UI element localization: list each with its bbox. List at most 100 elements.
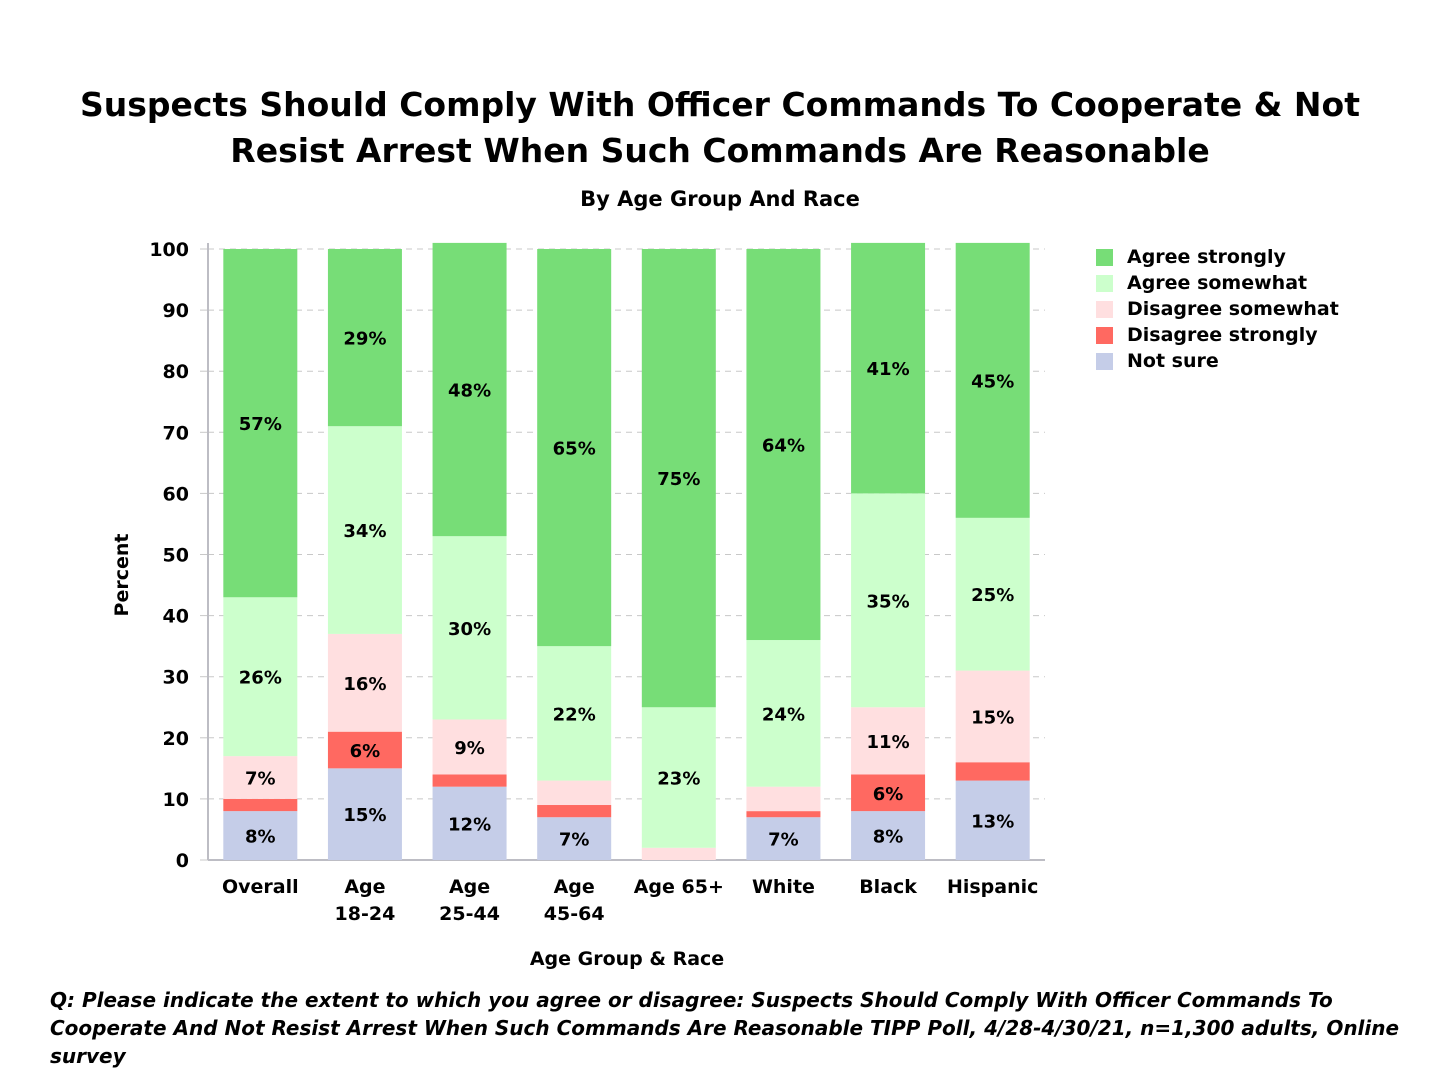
bar-segment — [432, 786, 507, 860]
y-tick-label: 50 — [163, 545, 189, 567]
data-label: 9% — [454, 738, 485, 759]
data-label: 22% — [553, 704, 596, 725]
x-tick-label: Age 65+ — [634, 876, 724, 898]
data-label: 16% — [343, 674, 386, 695]
footnote: Q: Please indicate the extent to which y… — [50, 986, 1440, 1070]
data-label: 6% — [873, 784, 904, 805]
bar-segment — [223, 597, 298, 757]
bar-segment — [851, 242, 926, 494]
data-label: 13% — [971, 811, 1014, 832]
bar-segment — [327, 426, 402, 634]
bar-segment — [746, 249, 821, 641]
y-tick-label: 20 — [163, 728, 189, 750]
data-label: 6% — [350, 741, 381, 762]
data-label: 24% — [762, 704, 805, 725]
bar-segment — [955, 762, 1030, 781]
bar-segment — [955, 242, 1030, 518]
chart-subtitle: By Age Group And Race — [580, 187, 860, 211]
y-tick-label: 80 — [163, 361, 189, 383]
y-tick-label: 90 — [163, 300, 189, 322]
bar-segment — [432, 774, 507, 787]
bar-segment — [537, 817, 612, 860]
y-tick-label: 60 — [163, 483, 189, 505]
x-tick-label: Age — [344, 876, 385, 898]
bar-segment — [746, 640, 821, 787]
data-label: 65% — [553, 439, 596, 460]
x-tick-label: 18-24 — [335, 903, 396, 925]
y-axis-label: Percent — [111, 534, 133, 617]
data-label: 30% — [448, 619, 491, 640]
data-label: 7% — [559, 830, 590, 851]
legend-label: Agree strongly — [1127, 246, 1286, 268]
legend-swatch — [1096, 274, 1113, 292]
data-label: 7% — [768, 830, 799, 851]
x-tick-label: 45-64 — [544, 903, 605, 925]
data-label: 15% — [343, 805, 386, 826]
data-label: 25% — [971, 585, 1014, 606]
bar-segment — [641, 707, 716, 848]
bar-segment — [223, 249, 298, 598]
bar-segment — [327, 768, 402, 860]
legend-item: Disagree strongly — [1096, 322, 1339, 348]
legend: Agree strongly Agree somewhat Disagree som… — [1096, 244, 1339, 374]
x-tick-label: White — [752, 876, 815, 898]
data-label: 41% — [867, 359, 910, 380]
legend-label: Disagree somewhat — [1127, 298, 1339, 320]
legend-item: Agree somewhat — [1096, 270, 1339, 296]
bar-segment — [327, 731, 402, 769]
bar-segment — [432, 536, 507, 720]
bar-segment — [955, 780, 1030, 860]
x-tick-label: Age — [449, 876, 490, 898]
data-label: 12% — [448, 814, 491, 835]
bar-segment — [432, 719, 507, 775]
y-tick-label: 40 — [163, 606, 189, 628]
chart-title: Suspects Should Comply With Officer Comm… — [0, 82, 1440, 174]
x-tick-label: Overall — [222, 876, 299, 898]
x-axis-label: Age Group & Race — [530, 948, 724, 970]
data-label: 29% — [343, 329, 386, 350]
legend-item: Not sure — [1096, 348, 1339, 374]
bar-segment — [432, 242, 507, 537]
bar-segment — [955, 670, 1030, 763]
legend-label: Not sure — [1127, 350, 1219, 372]
data-label: 34% — [343, 521, 386, 542]
bar-segment — [851, 493, 926, 708]
bar-segment — [851, 811, 926, 860]
legend-swatch — [1096, 248, 1113, 266]
bar-segment — [537, 805, 612, 818]
y-tick-label: 10 — [163, 789, 189, 811]
data-label: 23% — [657, 769, 700, 790]
bar-segment — [746, 817, 821, 860]
data-label: 45% — [971, 371, 1014, 392]
data-label: 11% — [867, 732, 910, 753]
legend-swatch — [1096, 300, 1113, 318]
data-label: 75% — [657, 469, 700, 490]
bar-segment — [223, 798, 298, 812]
y-tick-label: 30 — [163, 667, 189, 689]
data-label: 57% — [239, 414, 282, 435]
y-tick-label: 100 — [149, 239, 189, 261]
bar-segment — [327, 249, 402, 427]
footnote-line-1: Q: Please indicate the extent to which y… — [50, 988, 1333, 1012]
bar-segment — [537, 646, 612, 781]
x-tick-label: Age — [554, 876, 595, 898]
legend-item: Disagree somewhat — [1096, 296, 1339, 322]
x-tick-label: 25-44 — [439, 903, 500, 925]
bar-segment — [223, 756, 298, 799]
y-tick-label: 0 — [176, 850, 189, 872]
bar-segment — [851, 774, 926, 812]
legend-swatch — [1096, 326, 1113, 344]
legend-item: Agree strongly — [1096, 244, 1339, 270]
data-label: 15% — [971, 707, 1014, 728]
data-label: 26% — [239, 668, 282, 689]
legend-label: Disagree strongly — [1127, 324, 1318, 346]
bar-segment — [746, 811, 821, 818]
bar-segment — [851, 707, 926, 775]
data-label: 7% — [245, 769, 276, 790]
bar-segment — [537, 780, 612, 806]
data-label: 8% — [873, 827, 904, 848]
x-tick-label: Hispanic — [947, 876, 1038, 898]
legend-swatch — [1096, 352, 1113, 370]
data-label: 8% — [245, 827, 276, 848]
